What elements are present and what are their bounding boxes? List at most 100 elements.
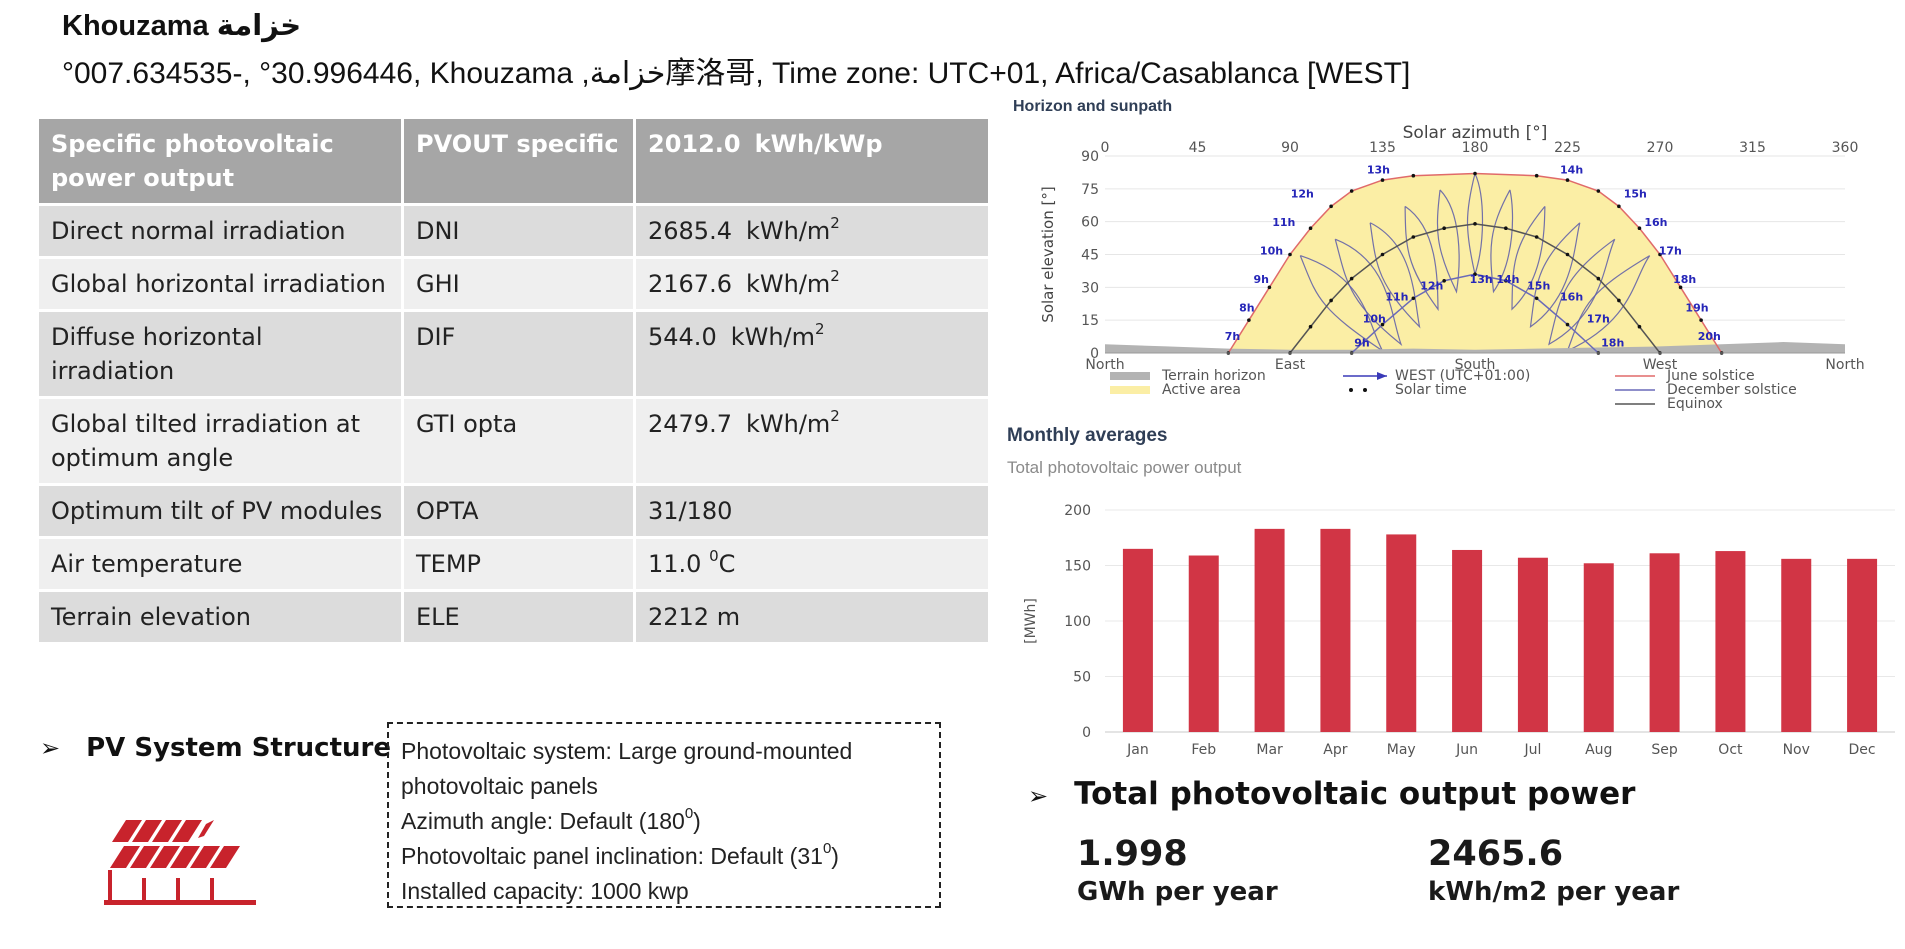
- month-label: Nov: [1783, 742, 1810, 758]
- solar-time-dot: [1504, 278, 1508, 283]
- page-title: Khouzama خزامة: [62, 10, 302, 42]
- bar-dec: [1847, 558, 1878, 732]
- analemma-loop: [1490, 189, 1514, 294]
- row-label: Direct normal irradiation: [36, 203, 404, 259]
- solar-time-dot: [1308, 226, 1313, 231]
- month-label: Jun: [1455, 742, 1478, 758]
- row-code: DIF: [401, 309, 636, 399]
- row-label: Air temperature: [36, 536, 404, 592]
- pv-azimuth-close: ): [693, 808, 701, 834]
- azimuth-tick-label: 225: [1554, 140, 1581, 156]
- unit-superscript: 0: [709, 547, 719, 565]
- row-value: 31/180: [633, 483, 991, 539]
- pv-system-type: Photovoltaic system: Large ground-mounte…: [401, 738, 853, 799]
- bar-oct: [1715, 551, 1746, 732]
- hour-label: 15h: [1624, 188, 1647, 201]
- solar-time-dot: [1349, 276, 1354, 281]
- bar-aug: [1583, 563, 1614, 732]
- azimuth-tick-label: 135: [1369, 140, 1396, 156]
- legend-item: Active area: [1110, 382, 1241, 398]
- location-info: °007.634535-, °30.996446, Khouzama ,خزام…: [62, 57, 1411, 90]
- legend-dot: [1349, 388, 1353, 392]
- totals-heading: ➢ Total photovoltaic output power: [1028, 776, 1635, 812]
- table-row: Air temperature TEMP 11.0 0C: [36, 536, 991, 592]
- monthly-y-tick-label: 0: [1082, 725, 1091, 741]
- solar-time-dot: [1308, 324, 1313, 329]
- elevation-tick-label: 60: [1081, 215, 1099, 231]
- row-code: TEMP: [401, 536, 636, 592]
- bar-jul: [1517, 557, 1548, 732]
- pv-inclination-text: Photovoltaic panel inclination: Default …: [401, 843, 823, 869]
- pv-inclination-close: ): [831, 843, 839, 869]
- legend-label: June solstice: [1666, 368, 1755, 384]
- value-unit: kWh/m: [745, 410, 831, 438]
- row-label: Diffuse horizontal irradiation: [36, 309, 404, 399]
- solar-time-dot: [1534, 173, 1539, 178]
- row-code: DNI: [401, 203, 636, 259]
- pv-azimuth: Azimuth angle: Default (1800): [401, 804, 927, 839]
- solar-time-dot: [1349, 189, 1354, 193]
- solar-time-dot: [1473, 222, 1477, 226]
- table-row: Global tilted irradiation at optimum ang…: [36, 396, 991, 486]
- pv-system-heading: ➢ PV System Structure: [40, 733, 391, 763]
- azimuth-tick-label: 315: [1739, 140, 1766, 156]
- legend-label: Terrain horizon: [1161, 368, 1266, 384]
- solar-time-dot: [1678, 285, 1683, 290]
- legend-swatch: [1110, 386, 1150, 394]
- legend-item: WEST (UTC+01:00): [1343, 368, 1530, 384]
- hour-label: 9h: [1354, 336, 1370, 349]
- table-row: Global horizontal irradiation GHI 2167.6…: [36, 256, 991, 312]
- legend-item: Equinox: [1615, 396, 1723, 412]
- solar-time-dot: [1565, 252, 1570, 257]
- annual-energy-value: 1.998: [1077, 834, 1188, 874]
- row-value: 544.0 kWh/m2: [633, 309, 991, 399]
- hour-label: 11h: [1272, 216, 1295, 229]
- pv-azimuth-text: Azimuth angle: Default (180: [401, 808, 685, 834]
- solar-time-dot: [1380, 178, 1385, 182]
- azimuth-tick-label: 90: [1281, 140, 1299, 156]
- elevation-tick-label: 15: [1081, 313, 1099, 329]
- monthly-chart-subtitle: Total photovoltaic power output: [1007, 458, 1242, 477]
- month-label: Dec: [1849, 742, 1876, 758]
- value-number: 11.0: [648, 550, 702, 578]
- hour-label: 19h: [1685, 301, 1708, 314]
- row-value: 2167.6 kWh/m2: [633, 256, 991, 312]
- hour-label: 20h: [1698, 330, 1721, 343]
- hour-label: 9h: [1253, 273, 1269, 286]
- hour-label: 16h: [1644, 216, 1667, 229]
- legend-label: Active area: [1162, 382, 1241, 398]
- solar-time-dot: [1699, 318, 1703, 322]
- month-label: Sep: [1651, 742, 1678, 758]
- solar-time-dot: [1473, 272, 1477, 276]
- elevation-tick-label: 45: [1081, 248, 1099, 264]
- table-row: Direct normal irradiation DNI 2685.4 kWh/…: [36, 203, 991, 259]
- pvout-unit: kWh/kWp: [754, 130, 883, 158]
- solar-time-dot: [1596, 189, 1601, 193]
- arrow-bullet-icon: ➢: [1028, 782, 1049, 810]
- row-label: Optimum tilt of PV modules: [36, 483, 404, 539]
- table-row: Optimum tilt of PV modules OPTA 31/180: [36, 483, 991, 539]
- arrow-bullet-icon: ➢: [40, 734, 61, 762]
- row-value: 2212 m: [633, 589, 991, 645]
- hour-label: 15h: [1527, 280, 1550, 293]
- pv-system-heading-text: PV System Structure: [86, 733, 391, 763]
- analemma-loop: [1369, 222, 1421, 329]
- solar-time-dot: [1504, 226, 1508, 231]
- legend-item: December solstice: [1615, 382, 1797, 398]
- legend-label: Equinox: [1667, 396, 1723, 412]
- table-header-label: Specific photovoltaic power output: [36, 116, 404, 206]
- solar-time-dot: [1596, 276, 1601, 281]
- solar-time-dot: [1637, 324, 1642, 329]
- legend-label: December solstice: [1667, 382, 1797, 398]
- solar-time-dot: [1329, 298, 1333, 303]
- solar-time-dot: [1565, 178, 1570, 182]
- hour-label: 7h: [1225, 330, 1241, 343]
- hour-label: 8h: [1239, 301, 1255, 314]
- bar-may: [1386, 534, 1417, 732]
- bar-feb: [1188, 555, 1219, 732]
- row-value: 2685.4 kWh/m2: [633, 203, 991, 259]
- azimuth-tick-label: 270: [1647, 140, 1674, 156]
- legend-item: Solar time: [1349, 382, 1467, 398]
- solar-time-dot: [1473, 171, 1477, 176]
- solar-time-dot: [1411, 296, 1416, 301]
